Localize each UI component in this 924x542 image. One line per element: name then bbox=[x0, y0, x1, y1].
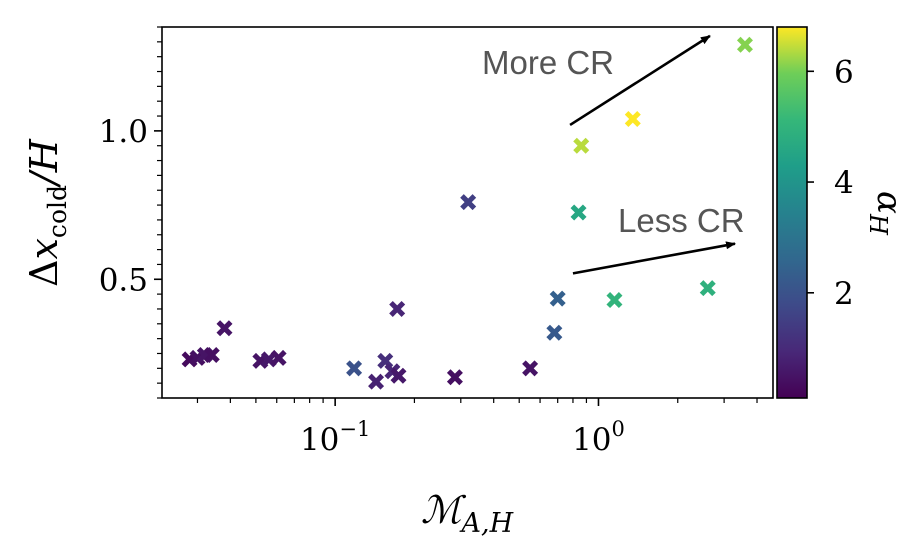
data-point bbox=[368, 373, 385, 390]
data-point bbox=[203, 346, 220, 363]
data-point bbox=[346, 360, 363, 377]
data-point bbox=[606, 292, 623, 309]
annotation-more-cr: More CR bbox=[482, 44, 614, 81]
data-point bbox=[460, 194, 477, 211]
y-tick-label: 0.5 bbox=[99, 262, 148, 298]
annotation-arrow bbox=[572, 241, 737, 275]
colorbar-label: αH bbox=[864, 191, 909, 236]
data-point bbox=[522, 360, 539, 377]
y-axis-ticks: 0.5 1.0 bbox=[99, 26, 162, 399]
annotation-arrows bbox=[569, 34, 737, 275]
y-tick-label: 1.0 bbox=[99, 114, 148, 150]
annotation-arrow bbox=[569, 34, 711, 127]
data-point bbox=[699, 280, 716, 297]
data-point bbox=[390, 367, 407, 384]
y-axis-label: Δxcold/H bbox=[22, 138, 72, 287]
colorbar-ticks: 2 4 6 bbox=[807, 54, 854, 312]
data-point bbox=[446, 369, 463, 386]
x-axis-label: ℳA,H bbox=[421, 488, 514, 539]
colorbar-tick-label: 2 bbox=[834, 276, 854, 312]
plot-area bbox=[161, 26, 774, 399]
x-tick-label: 10−1 bbox=[300, 417, 370, 458]
data-point bbox=[736, 36, 753, 53]
x-tick-label: 100 bbox=[572, 417, 625, 458]
data-point bbox=[216, 320, 233, 337]
data-point bbox=[389, 300, 406, 317]
x-axis-ticks: 10−1 100 bbox=[196, 398, 758, 458]
annotation-less-cr: Less CR bbox=[618, 202, 745, 239]
data-point bbox=[270, 349, 287, 366]
data-point bbox=[546, 324, 563, 341]
colorbar-tick-label: 6 bbox=[834, 54, 854, 90]
colorbar bbox=[776, 26, 808, 399]
data-point bbox=[570, 204, 587, 221]
data-point bbox=[549, 290, 566, 307]
data-point bbox=[573, 137, 590, 154]
scatter-points bbox=[181, 36, 753, 390]
data-point bbox=[624, 111, 641, 128]
colorbar-tick-label: 4 bbox=[834, 165, 854, 201]
